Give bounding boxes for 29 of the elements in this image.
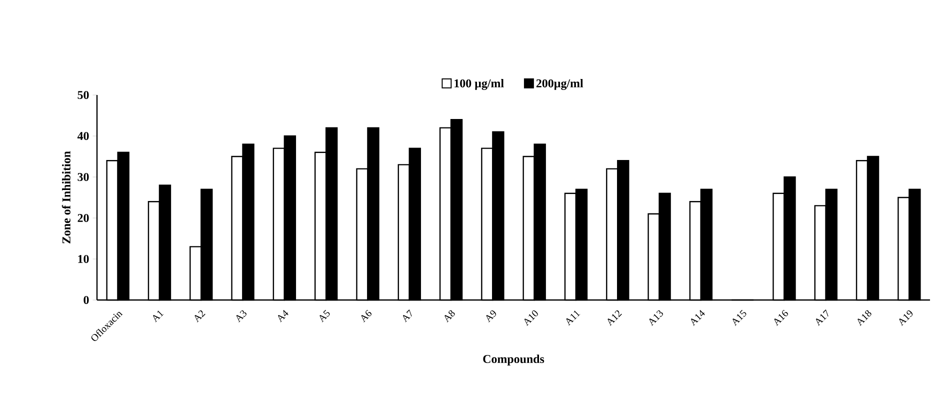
x-tick-label: A13 bbox=[649, 310, 663, 326]
y-tick-label: 40 bbox=[77, 132, 89, 140]
x-tick-label: A14 bbox=[690, 310, 705, 326]
x-tick-label: A16 bbox=[774, 310, 788, 326]
y-tick-label: 10 bbox=[78, 254, 89, 264]
x-tick-label: A3 bbox=[236, 310, 246, 322]
x-tick-label: A1 bbox=[153, 310, 164, 322]
legend-label: 100 µg/ml bbox=[454, 78, 504, 90]
x-tick-label: A18 bbox=[858, 310, 872, 326]
x-tick-label: A8 bbox=[444, 310, 455, 322]
x-tick-label: A5 bbox=[320, 310, 330, 322]
x-tick-label: A11 bbox=[566, 310, 580, 326]
y-tick-label: 50 bbox=[78, 90, 89, 100]
x-tick-label: A4 bbox=[278, 310, 288, 322]
y-tick-label: 30 bbox=[78, 172, 89, 182]
x-tick-label: A9 bbox=[486, 310, 496, 322]
y-tick-label: 0 bbox=[84, 296, 89, 304]
x-tick-label: A6 bbox=[361, 310, 372, 322]
y-tick-label: 20 bbox=[78, 214, 89, 222]
x-tick-label: A2 bbox=[194, 310, 206, 322]
x-tick-label: A10 bbox=[524, 310, 538, 326]
x-tick-label: A7 bbox=[402, 309, 412, 322]
x-tick-label: A12 bbox=[608, 310, 622, 326]
x-tick-label: A17 bbox=[816, 309, 828, 326]
x-tick-label: A15 bbox=[732, 310, 746, 326]
y-axis-title: Zone of Inhibition bbox=[62, 151, 70, 244]
x-axis-title: Compounds bbox=[483, 354, 544, 366]
x-tick-label: A19 bbox=[899, 310, 913, 326]
legend-label: 200µg/ml bbox=[536, 78, 584, 90]
